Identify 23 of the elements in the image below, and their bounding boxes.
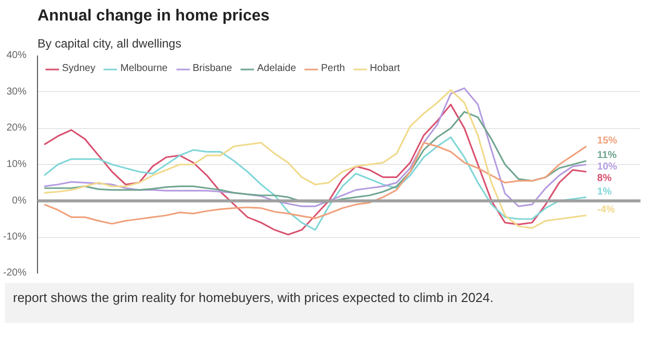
text: report shows the grim reality for homebuyers, with prices expected to climb in 2024. bbox=[13, 289, 494, 307]
legend-label: Sydney bbox=[62, 63, 96, 74]
text: 8% bbox=[597, 173, 612, 184]
legend-label: Brisbane bbox=[192, 63, 232, 74]
y-tick-label: 10% bbox=[6, 159, 27, 170]
legend-label: Adelaide bbox=[257, 63, 296, 74]
y-tick-label: 40% bbox=[6, 50, 27, 61]
y-tick-label: 20% bbox=[6, 122, 27, 134]
text: -4% bbox=[597, 204, 616, 216]
text: 15% bbox=[597, 135, 618, 146]
line-series bbox=[43, 87, 588, 208]
text: 1% bbox=[597, 186, 612, 198]
legend-label: Perth bbox=[321, 63, 345, 74]
legend-label: Melbourne bbox=[120, 63, 168, 74]
text: 10% bbox=[597, 162, 618, 173]
legend-label: Hobart bbox=[370, 63, 400, 74]
chart-title: Annual change in home prices bbox=[38, 8, 270, 24]
y-tick-label: -10% bbox=[3, 232, 27, 243]
y-tick-label: -20% bbox=[3, 268, 27, 278]
y-tick-label: 0% bbox=[12, 195, 27, 206]
chart-subtitle: By capital city, all dwellings bbox=[38, 36, 182, 50]
text: 11% bbox=[597, 150, 617, 161]
y-tick-label: 30% bbox=[6, 86, 27, 98]
